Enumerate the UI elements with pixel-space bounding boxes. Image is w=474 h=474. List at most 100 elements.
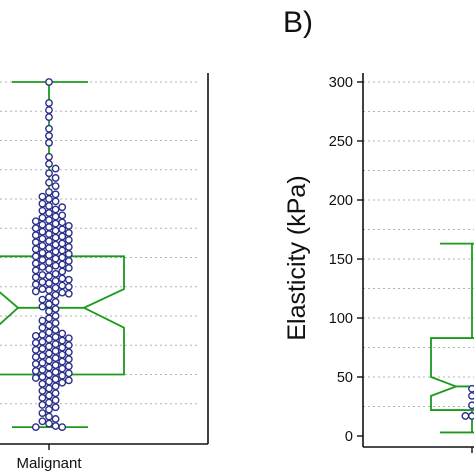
panel-a-data-point bbox=[38, 199, 47, 208]
panel-a-data-point bbox=[58, 232, 67, 241]
panel-a-data-point bbox=[38, 409, 47, 418]
panel-a-data-point bbox=[58, 239, 67, 248]
panel-a-data-point bbox=[38, 234, 47, 243]
panel-a-data-point bbox=[45, 405, 53, 414]
panel-a-data-point bbox=[58, 371, 67, 380]
panel-a-data-point bbox=[38, 271, 47, 279]
panel-a-data-point bbox=[64, 236, 73, 244]
panel-a-data-point bbox=[58, 203, 67, 212]
panel-a-data-point bbox=[38, 255, 47, 264]
panel-a-data-point bbox=[51, 261, 60, 270]
panel-a-data-point bbox=[51, 347, 60, 355]
panel-a-data-point bbox=[58, 260, 67, 269]
panel-a-data-point bbox=[51, 226, 60, 235]
panel-a-data-point bbox=[58, 218, 67, 227]
panel-a-data-point bbox=[58, 329, 67, 338]
panel-a-data-point bbox=[58, 225, 67, 234]
panel-a-data-point bbox=[64, 362, 73, 371]
panel-a-category-label: Malignant bbox=[16, 455, 82, 472]
panel-a-data-point bbox=[45, 356, 53, 365]
panel-b-boxplot bbox=[430, 242, 474, 434]
panel-a-data-point bbox=[58, 274, 67, 283]
panel-a-data-point bbox=[38, 278, 47, 286]
panel-a-data-point bbox=[31, 224, 40, 233]
panel-a-data-point bbox=[38, 241, 47, 250]
panel-a-data-point bbox=[38, 206, 47, 215]
panel-a-data-point bbox=[58, 253, 67, 262]
panel-a-data-point bbox=[51, 254, 60, 263]
panel-a-data-point bbox=[51, 396, 60, 405]
panel-a-data-point bbox=[58, 343, 67, 352]
panel-a-data-point bbox=[51, 276, 60, 285]
panel-a-data-point bbox=[51, 319, 60, 327]
panel-a-data-point bbox=[64, 282, 73, 291]
panel-a-data-point bbox=[58, 364, 67, 373]
panel-a-data-point bbox=[45, 412, 53, 421]
panel-a-data-point bbox=[45, 216, 53, 224]
panel-a-data-point bbox=[38, 323, 47, 332]
panel-a-data-point bbox=[31, 360, 40, 368]
panel-a-data-point bbox=[58, 336, 67, 345]
panel-a-data-point bbox=[58, 423, 67, 432]
panel-a-data-point bbox=[64, 334, 73, 343]
panel-a-data-point bbox=[38, 316, 47, 325]
panel-b-data-point bbox=[468, 391, 474, 400]
panel-a-data-point bbox=[64, 275, 73, 284]
panel-a-data-point bbox=[51, 240, 60, 249]
panel-a-data-point bbox=[31, 280, 40, 289]
panel-a-data-point bbox=[45, 342, 53, 351]
panel-a-data-point bbox=[38, 302, 47, 311]
panel-a-data-point bbox=[45, 159, 53, 168]
panel-a-data-point bbox=[51, 291, 60, 299]
panel-a-data-points bbox=[31, 78, 73, 432]
panel-a-data-point bbox=[51, 368, 60, 377]
panel-a-data-point bbox=[45, 178, 53, 187]
panel-a-data-point bbox=[31, 339, 40, 347]
panel-b-y-tick-label: 0 bbox=[345, 429, 353, 445]
panel-a-data-point bbox=[45, 328, 53, 337]
panel-a-data-point bbox=[45, 377, 53, 386]
panel-a-data-point bbox=[31, 331, 40, 340]
panel-a-data-point bbox=[38, 337, 47, 346]
panel-b-y-tick-label: 300 bbox=[329, 75, 353, 91]
panel-a-data-point bbox=[31, 273, 40, 282]
panel-a-data-point bbox=[38, 192, 47, 201]
panel-a-data-point bbox=[51, 354, 60, 363]
panel-a-data-point bbox=[45, 138, 53, 147]
panel-a-data-point bbox=[64, 264, 73, 272]
panel-a-data-point bbox=[51, 305, 60, 313]
panel-a-data-point bbox=[45, 300, 53, 309]
panel-a-data-point bbox=[58, 357, 67, 366]
panel-a-data-point bbox=[38, 401, 47, 409]
panel-a-data-point bbox=[64, 289, 73, 298]
panel-b-y-tick-label: 250 bbox=[329, 134, 353, 150]
panel-a-data-point bbox=[51, 247, 60, 256]
panel-a-data-point bbox=[64, 229, 73, 237]
panel-a-chart: Malignant bbox=[0, 73, 209, 472]
panel-a-data-point bbox=[38, 344, 47, 353]
panel-a-data-point bbox=[64, 376, 73, 385]
panel-b-label: B) bbox=[283, 6, 313, 39]
panel-a-data-point bbox=[45, 209, 53, 217]
panel-a-data-point bbox=[51, 415, 60, 423]
panel-a-data-point bbox=[31, 217, 40, 226]
panel-a-data-point bbox=[64, 341, 73, 350]
panel-a-data-point bbox=[51, 298, 60, 306]
panel-a-data-point bbox=[45, 272, 53, 281]
panel-b-box bbox=[430, 337, 474, 411]
panel-a-data-point bbox=[45, 188, 53, 196]
panel-a-data-point bbox=[51, 422, 60, 430]
panel-a-data-point bbox=[51, 269, 60, 278]
panel-b-y-ticks: 0 50 100 150 200 250 300 bbox=[329, 75, 363, 445]
panel-a-data-point bbox=[45, 99, 53, 107]
panel-a-data-point bbox=[45, 265, 53, 274]
panel-a-data-point bbox=[38, 227, 47, 236]
panel-a-data-point bbox=[51, 205, 60, 214]
panel-a-data-point bbox=[38, 213, 47, 222]
panel-a-gridlines bbox=[0, 81, 200, 450]
panel-a-data-point bbox=[31, 346, 40, 354]
panel-a-data-point bbox=[45, 384, 53, 393]
panel-a-data-point bbox=[45, 391, 53, 400]
panel-a-data-point bbox=[45, 321, 53, 330]
panel-a-data-point bbox=[45, 106, 53, 114]
